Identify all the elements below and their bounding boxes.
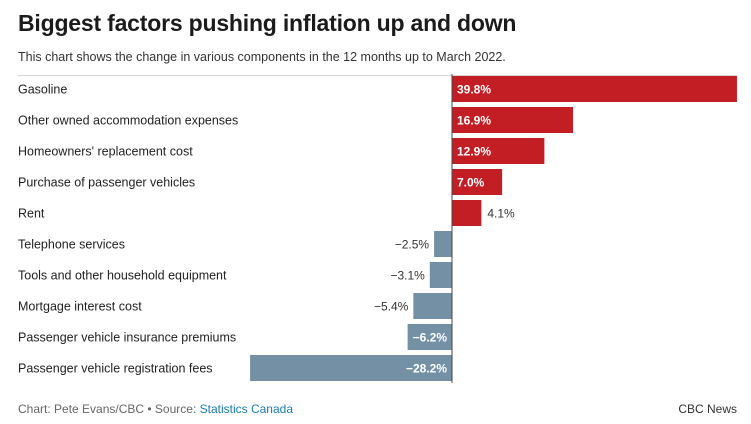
value-label: −5.4% <box>374 300 409 314</box>
category-label: Other owned accommodation expenses <box>18 114 238 128</box>
value-label: 7.0% <box>457 176 485 190</box>
category-label: Mortgage interest cost <box>18 300 142 314</box>
value-label: 39.8% <box>457 83 491 97</box>
value-label: −28.2% <box>406 362 447 376</box>
bar <box>407 324 452 350</box>
value-label: −6.2% <box>413 331 448 345</box>
category-label: Telephone services <box>18 238 125 252</box>
value-label: 4.1% <box>487 207 515 221</box>
bar <box>434 231 452 257</box>
category-label: Tools and other household equipment <box>18 269 227 283</box>
category-label: Gasoline <box>18 83 67 97</box>
chart-title: Biggest factors pushing inflation up and… <box>18 10 517 36</box>
category-label: Passenger vehicle registration fees <box>18 362 213 376</box>
header-divider <box>18 75 737 76</box>
chart-subtitle: This chart shows the change in various c… <box>18 50 506 64</box>
bar-chart: Gasoline 39.8% Other owned accommodation e… <box>18 74 737 383</box>
value-label: 16.9% <box>457 114 491 128</box>
bar <box>413 293 452 319</box>
value-label: −2.5% <box>395 238 430 252</box>
bar <box>452 169 503 195</box>
bar <box>452 107 574 133</box>
bar <box>452 138 545 164</box>
chart-credit: Chart: Pete Evans/CBC • Source: Statisti… <box>18 402 293 416</box>
source-link[interactable]: Statistics Canada <box>199 402 294 416</box>
value-label: 12.9% <box>457 145 491 159</box>
bar <box>452 76 737 102</box>
bar <box>250 355 452 381</box>
bar <box>452 200 482 226</box>
brand-label: CBC News <box>678 402 737 416</box>
category-label: Purchase of passenger vehicles <box>18 176 195 190</box>
bar <box>429 262 452 288</box>
category-label: Rent <box>18 207 45 221</box>
category-label: Homeowners' replacement cost <box>18 145 193 159</box>
value-label: −3.1% <box>390 269 425 283</box>
credit-text: Chart: Pete Evans/CBC • Source: <box>18 402 200 416</box>
category-label: Passenger vehicle insurance premiums <box>18 331 236 345</box>
